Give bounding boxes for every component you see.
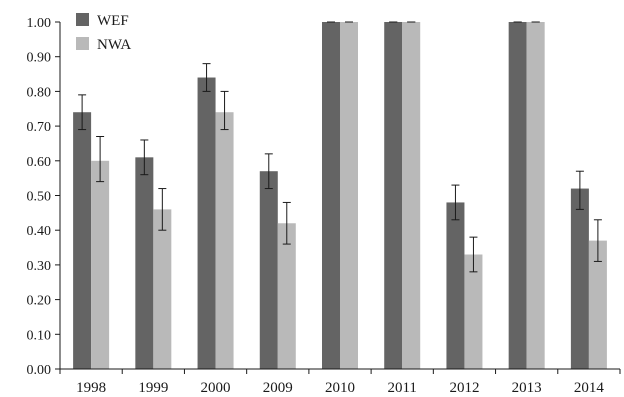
bar-wef-2011 — [384, 22, 403, 369]
bar-wef-2012 — [446, 202, 465, 369]
legend-swatch-wef — [76, 13, 89, 26]
y-tick-label: 0.30 — [27, 259, 52, 274]
x-axis: 1998 1999 2000 2009 2010 2011 2012 2013 2014 — [59, 368, 621, 396]
bar-nwa-2009 — [277, 223, 296, 369]
bar-nwa-2010 — [340, 22, 358, 369]
y-tick-label: 0.60 — [27, 155, 52, 170]
bar-nwa-1998 — [91, 160, 110, 369]
y-tick-label: 0.80 — [27, 85, 52, 100]
x-tick-label: 2014 — [574, 380, 605, 396]
x-tick-label: 2012 — [449, 380, 479, 396]
error-bars — [78, 21, 602, 273]
legend: WEF NWA — [76, 13, 131, 53]
y-tick-label: 0.70 — [27, 120, 52, 135]
y-tick-label: 0.90 — [27, 51, 52, 66]
bar-wef-2000 — [197, 77, 216, 370]
bar-nwa-1999 — [153, 209, 172, 369]
bar-wef-1998 — [73, 112, 92, 369]
bar-wef-2009 — [259, 171, 278, 369]
bar-wef-1999 — [135, 157, 154, 369]
bar-wef-2013 — [508, 22, 527, 369]
y-tick-label: 0.40 — [27, 224, 52, 239]
y-axis: 0.00 0.10 0.20 0.30 0.40 0.50 0.60 0.70 0.80 0.90… — [27, 16, 61, 378]
bar-nwa-2011 — [402, 22, 421, 369]
x-tick-label: 2009 — [263, 380, 293, 396]
legend-label-nwa: NWA — [97, 37, 131, 53]
legend-swatch-nwa — [76, 37, 89, 50]
bar-nwa-2013 — [526, 22, 545, 369]
bar-nwa-2000 — [215, 112, 234, 369]
x-tick-label: 2011 — [387, 380, 416, 396]
y-tick-label: 0.50 — [27, 190, 52, 205]
x-tick-label: 1998 — [76, 380, 106, 396]
bars — [73, 22, 607, 370]
x-tick-label: 1999 — [138, 380, 168, 396]
x-tick-label: 2000 — [201, 380, 231, 396]
bar-wef-2010 — [322, 22, 340, 369]
x-tick-label: 2010 — [325, 380, 355, 396]
y-tick-label: 0.10 — [27, 328, 52, 343]
y-tick-label: 1.00 — [27, 16, 52, 31]
bar-nwa-2012 — [464, 254, 483, 369]
y-tick-label: 0.20 — [27, 294, 52, 309]
legend-label-wef: WEF — [97, 13, 129, 29]
y-tick-label: 0.00 — [27, 363, 52, 378]
x-tick-label: 2013 — [512, 380, 542, 396]
bar-nwa-2014 — [588, 240, 607, 369]
bar-wef-2014 — [570, 188, 589, 369]
